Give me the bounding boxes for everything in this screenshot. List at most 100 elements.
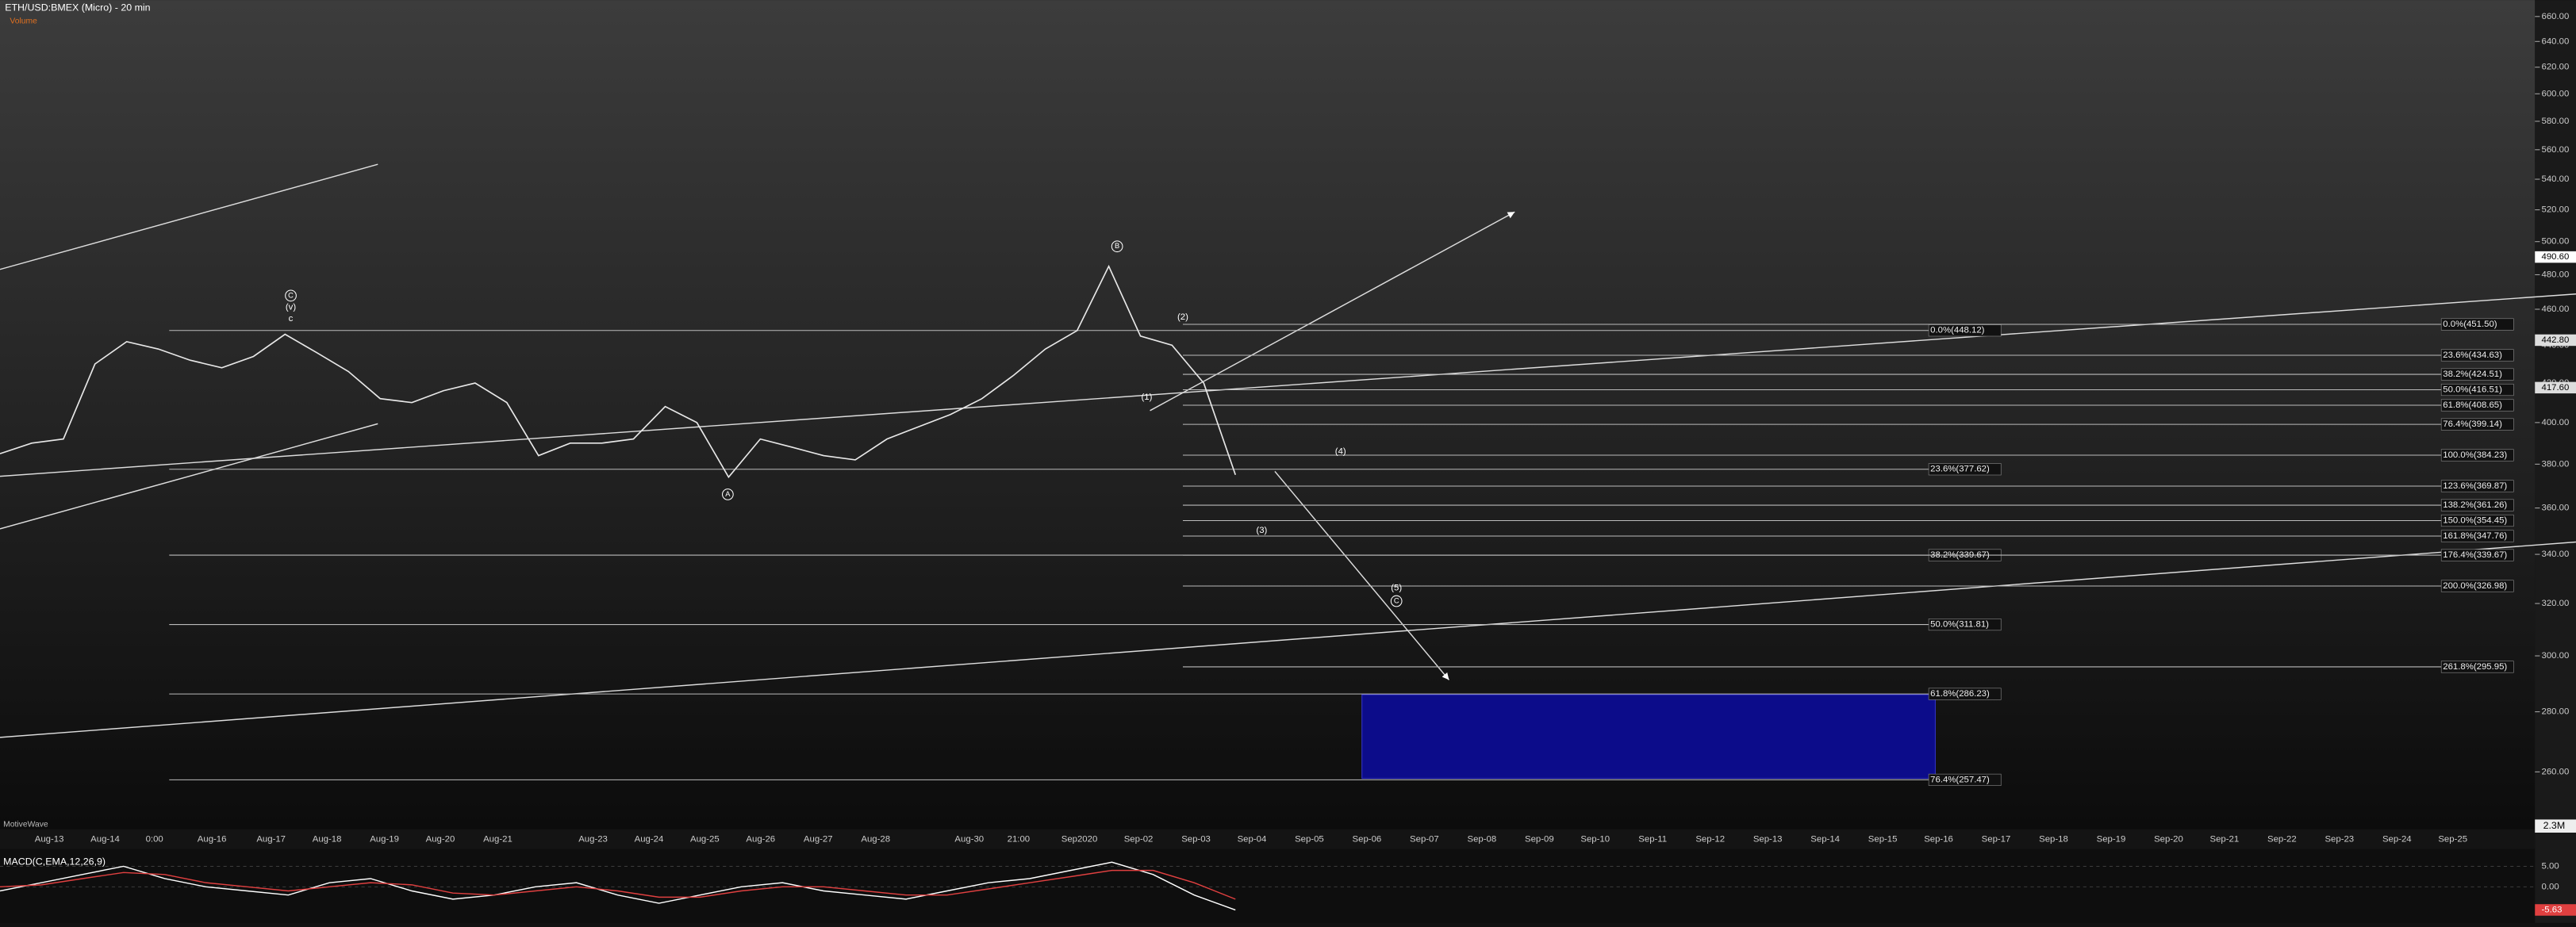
trendline: [0, 541, 2576, 738]
x-tick-label: Aug-18: [313, 834, 342, 844]
price-line: [0, 264, 1237, 479]
volume-tag: 2.3M: [2543, 820, 2566, 831]
wave-label: B: [1115, 242, 1119, 250]
wave-label: (1): [1141, 393, 1152, 402]
macd-tick-label: 0.00: [2542, 882, 2559, 891]
x-tick-label: Sep2020: [1061, 834, 1098, 844]
x-tick-label: Aug-14: [90, 834, 120, 844]
wave-label: c: [289, 314, 294, 324]
x-tick-label: Sep-12: [1695, 834, 1725, 844]
x-tick-label: Sep-25: [2438, 834, 2467, 844]
x-tick-label: Sep-08: [1468, 834, 1497, 844]
fib-label: 23.6%(377.62): [1930, 465, 1990, 474]
x-tick-label: 21:00: [1008, 834, 1030, 844]
fib-label: 176.4%(339.67): [2443, 550, 2507, 560]
x-tick-label: Aug-17: [256, 834, 286, 844]
fib-label: 76.4%(399.14): [2443, 419, 2502, 429]
x-tick-label: Aug-19: [370, 834, 399, 844]
x-tick-label: Sep-15: [1868, 834, 1898, 844]
wave-label: C: [1394, 596, 1399, 604]
fib-label-bg: [2440, 580, 2514, 592]
fib-label-bg: [1928, 619, 2002, 631]
fib-label-bg: [2440, 499, 2514, 511]
macd-label: MACD(C,EMA,12,26,9): [3, 856, 106, 868]
x-tick-label: Aug-27: [804, 834, 833, 844]
wave-label: (2): [1177, 312, 1188, 322]
x-tick-label: Sep-06: [1353, 834, 1382, 844]
macd-line: [0, 869, 1236, 900]
x-tick-label: 0:00: [146, 834, 163, 844]
y-tick-label: 500.00: [2542, 237, 2570, 247]
x-tick-label: Sep-05: [1295, 834, 1324, 844]
fib-label-bg: [2440, 449, 2514, 462]
wave-circle: [1390, 595, 1403, 607]
wave-label: (v): [286, 302, 296, 312]
x-tick-label: Aug-26: [746, 834, 775, 844]
x-tick-label: Aug-23: [578, 834, 608, 844]
time-axis-bg: [0, 829, 2536, 849]
fib-label: 50.0%(311.81): [1930, 620, 1989, 630]
wave-label: (5): [1391, 583, 1402, 592]
y-tick-label: 280.00: [2542, 707, 2570, 717]
x-tick-label: Sep-10: [1580, 834, 1610, 844]
wave-label: (4): [1335, 447, 1346, 457]
macd-tick-label: 5.00: [2542, 861, 2559, 871]
x-tick-label: Aug-24: [635, 834, 664, 844]
x-tick-label: Sep-04: [1238, 834, 1267, 844]
fib-label-bg: [2440, 349, 2514, 362]
x-tick-label: Aug-16: [198, 834, 227, 844]
target-box: [1361, 694, 1936, 780]
wave-circle: [722, 488, 734, 500]
fib-label: 23.6%(434.63): [2443, 350, 2502, 360]
fib-label-bg: [2440, 318, 2514, 331]
x-tick-label: Aug-13: [35, 834, 64, 844]
y-tick-label: 640.00: [2542, 36, 2570, 46]
fib-label-bg: [2440, 549, 2514, 561]
x-tick-label: Sep-16: [1924, 834, 1953, 844]
y-tick-label: 320.00: [2542, 599, 2570, 608]
price-tag-bg: [2535, 251, 2576, 263]
macd-tag-bg: [2535, 904, 2576, 916]
x-tick-label: Sep-02: [1124, 834, 1154, 844]
x-tick-label: Sep-07: [1410, 834, 1439, 844]
x-tick-label: Sep-09: [1525, 834, 1554, 844]
y-tick-label: 580.00: [2542, 117, 2570, 126]
fib-label: 38.2%(424.51): [2443, 370, 2502, 379]
macd-bg: [0, 848, 2536, 923]
y-tick-label: 560.00: [2542, 145, 2570, 155]
wave-circle: [1111, 240, 1123, 253]
y-tick-label: 400.00: [2542, 418, 2570, 427]
x-tick-label: Aug-28: [861, 834, 890, 844]
y-tick-label: 520.00: [2542, 205, 2570, 215]
arrow: [1274, 470, 1449, 680]
fib-label: 200.0%(326.98): [2443, 581, 2507, 591]
fib-label-bg: [1928, 773, 2002, 786]
fib-label: 61.8%(286.23): [1930, 689, 1990, 699]
fib-label-bg: [2440, 661, 2514, 673]
x-tick-label: Sep-23: [2325, 834, 2354, 844]
y-tick-label: 540.00: [2542, 174, 2570, 184]
price-tag-bg: [2535, 334, 2576, 347]
wave-label: A: [725, 490, 731, 498]
y-tick-label: 300.00: [2542, 651, 2570, 661]
fib-label-bg: [2440, 418, 2514, 431]
x-tick-label: Sep-17: [1982, 834, 2011, 844]
x-tick-label: Sep-24: [2382, 834, 2412, 844]
trendline: [0, 423, 378, 530]
x-tick-label: Aug-21: [483, 834, 513, 844]
fib-label-bg: [2440, 480, 2514, 492]
fib-label: 61.8%(408.65): [2443, 400, 2502, 410]
x-tick-label: Aug-25: [690, 834, 720, 844]
plot-bg: [0, 0, 2536, 829]
volume-label: Volume: [10, 17, 37, 26]
fib-label: 261.8%(295.95): [2443, 662, 2507, 672]
fib-label: 161.8%(347.76): [2443, 531, 2507, 541]
arrow: [1150, 211, 1515, 412]
x-tick-label: Sep-21: [2210, 834, 2240, 844]
wave-circle: [285, 289, 297, 302]
fib-label: 123.6%(369.87): [2443, 481, 2507, 491]
y-tick-label: 340.00: [2542, 550, 2570, 559]
fib-label-bg: [2440, 530, 2514, 542]
